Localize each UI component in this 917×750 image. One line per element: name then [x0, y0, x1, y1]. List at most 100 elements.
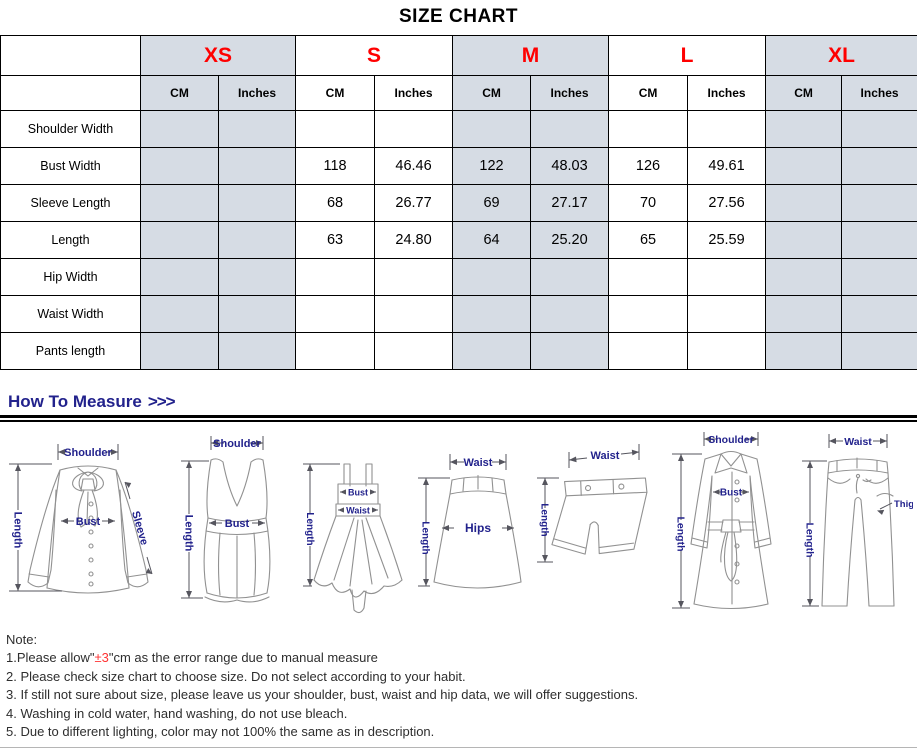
measure-label-bust: Bust	[225, 518, 250, 530]
measure-label-length: Length	[12, 512, 24, 549]
value-cell	[765, 221, 843, 259]
value-cell	[217, 110, 297, 148]
unit-header: CM	[608, 75, 689, 111]
value-cell: 49.61	[687, 147, 767, 185]
shorts-figure: Waist Length	[537, 444, 648, 563]
value-cell: 65	[608, 221, 689, 259]
note-line-3: 3. If still not sure about size, please …	[6, 687, 639, 703]
table-row: Sleeve Length 68 26.77 69 27.17 70 27.56	[0, 184, 917, 222]
length-arrow: Length	[418, 477, 451, 587]
row-label: Bust Width	[0, 147, 141, 185]
value-cell	[452, 295, 532, 333]
waist-arrow: Waist	[568, 444, 640, 468]
vest-figure: Shoulder Length Bust	[180, 436, 271, 603]
waist-arrow: Waist	[828, 434, 888, 448]
section-divider	[0, 415, 917, 422]
value-cell	[841, 110, 917, 148]
size-header-m: M	[452, 35, 610, 76]
row-label: Pants length	[0, 332, 141, 370]
value-cell	[217, 295, 297, 333]
row-label: Length	[0, 221, 141, 259]
table-row: Shoulder Width	[0, 110, 917, 148]
page-title: SIZE CHART	[399, 6, 518, 27]
value-cell	[841, 221, 917, 259]
length-arrow: Length	[537, 477, 560, 563]
value-cell	[295, 295, 376, 333]
value-cell	[841, 332, 917, 370]
value-cell	[374, 295, 454, 333]
value-cell: 27.17	[530, 184, 610, 222]
shoulder-arrow: Shoulder	[210, 436, 264, 450]
unit-header: Inches	[217, 75, 297, 111]
measure-label-shoulder: Shoulder	[708, 434, 754, 446]
measure-label-length: Length	[803, 523, 815, 558]
value-cell	[217, 258, 297, 296]
length-arrow: Length	[801, 460, 827, 607]
measure-label-bust: Bust	[720, 488, 743, 499]
value-cell	[608, 258, 689, 296]
skirt-figure: Waist Length Hips	[418, 454, 523, 589]
size-header-xs: XS	[139, 35, 297, 76]
note-line-4: 4. Washing in cold water, hand washing, …	[6, 705, 348, 721]
value-cell	[530, 110, 610, 148]
sleeve-arrow: Sleeve	[124, 481, 153, 575]
value-cell: 70	[608, 184, 689, 222]
value-cell	[217, 221, 297, 259]
value-cell: 64	[452, 221, 532, 259]
note-1-post: "cm as the error range due to manual mea…	[108, 650, 378, 666]
dress-art	[313, 463, 403, 614]
value-cell	[452, 258, 532, 296]
note-1-tolerance: ±3	[94, 650, 109, 666]
value-cell	[765, 147, 843, 185]
value-cell	[765, 295, 843, 333]
value-cell	[140, 147, 219, 185]
value-cell	[765, 258, 843, 296]
table-row: Waist Width	[0, 295, 917, 333]
length-arrow: Length	[672, 453, 703, 609]
measure-label-waist: Waist	[464, 457, 493, 469]
row-label: Hip Width	[0, 258, 141, 296]
measure-label-waist: Waist	[591, 450, 620, 462]
bust-arrow: Bust	[61, 516, 115, 528]
dress-figure: Length Bust Waist	[302, 463, 403, 614]
note-line-2: 2. Please check size chart to choose siz…	[6, 668, 466, 684]
thigh-arrow: Thigh	[876, 499, 913, 515]
measure-label-length: Length	[539, 503, 550, 536]
value-cell	[530, 295, 610, 333]
value-cell	[841, 295, 917, 333]
value-cell	[140, 295, 219, 333]
value-cell	[530, 332, 610, 370]
jeans-art	[821, 457, 895, 607]
shoulder-arrow: Shoulder	[703, 432, 759, 446]
measure-label-waist: Waist	[346, 506, 370, 516]
value-cell	[140, 184, 219, 222]
row-label: Shoulder Width	[0, 110, 141, 148]
value-cell: 126	[608, 147, 689, 185]
table-row: Hip Width	[0, 258, 917, 296]
value-cell	[452, 110, 532, 148]
value-cell	[295, 332, 376, 370]
value-cell	[608, 295, 689, 333]
value-cell	[140, 221, 219, 259]
unit-header: CM	[140, 75, 219, 111]
value-cell	[530, 258, 610, 296]
table-row: Pants length	[0, 332, 917, 370]
value-cell	[140, 110, 219, 148]
jeans-figure: Waist Length Thigh	[801, 434, 913, 607]
value-cell	[687, 258, 767, 296]
size-header-row: XS S M L XL	[0, 35, 917, 76]
value-cell	[841, 184, 917, 222]
measure-label-length: Length	[420, 521, 431, 554]
value-cell: 27.56	[687, 184, 767, 222]
measure-label-thigh: Thigh	[894, 499, 913, 510]
value-cell	[374, 332, 454, 370]
measure-label-waist: Waist	[844, 436, 872, 448]
bust-arrow: Bust	[713, 488, 750, 499]
note-line-5: 5. Due to different lighting, color may …	[6, 724, 435, 740]
corner-cell	[0, 35, 141, 76]
measure-label-hips: Hips	[465, 521, 491, 535]
value-cell	[217, 147, 297, 185]
measure-label-length: Length	[675, 517, 687, 552]
skirt-art	[433, 474, 523, 589]
coat-figure: Shoulder Length Bust	[672, 432, 772, 609]
